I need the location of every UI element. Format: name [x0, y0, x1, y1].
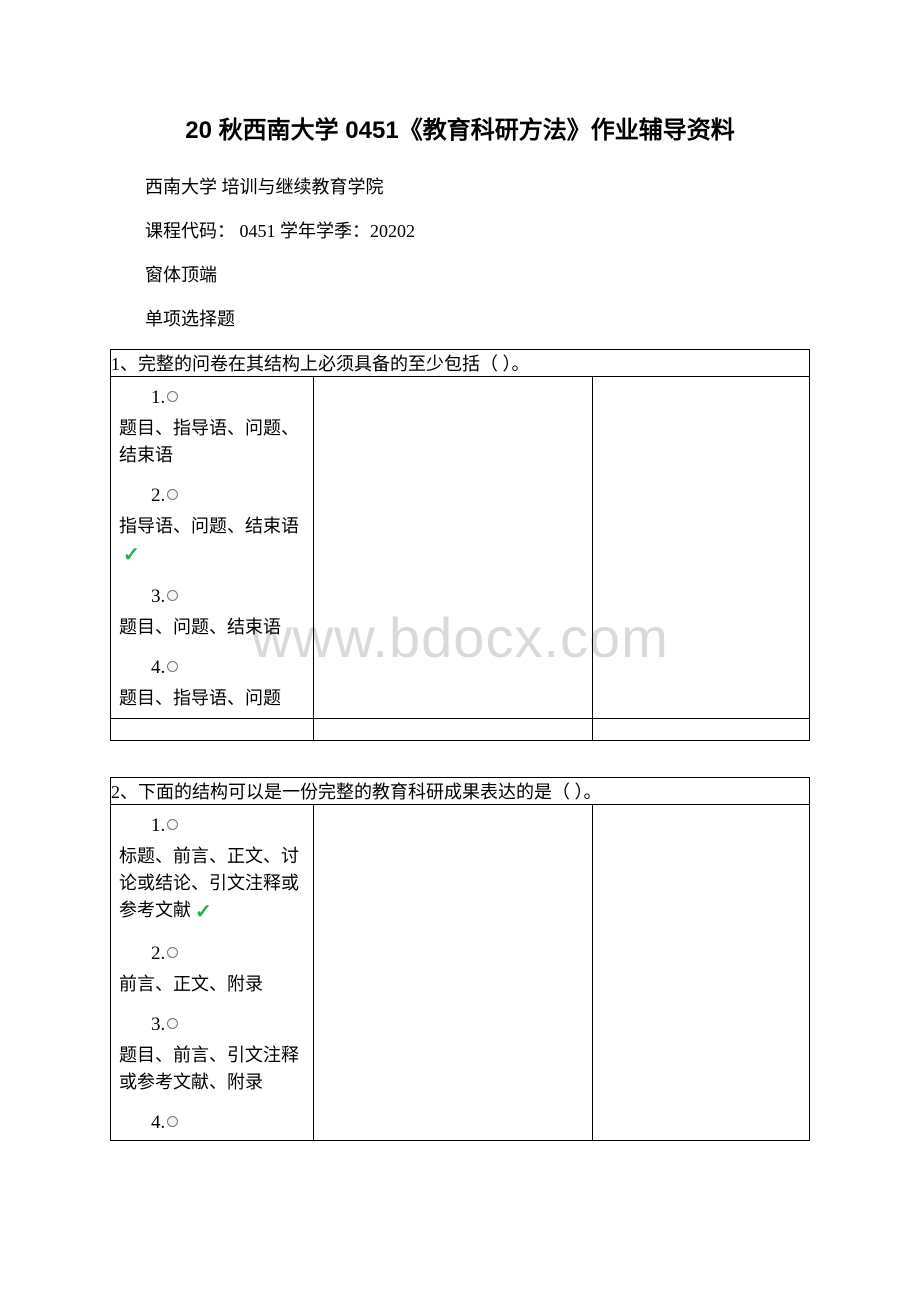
- question-2-table: 2、下面的结构可以是一份完整的教育科研成果表达的是（ ）。 1. 标题、前言、正…: [110, 777, 810, 1141]
- q1-opt2-text: 指导语、问题、结束语✓: [111, 513, 313, 576]
- q2-opt1-text: 标题、前言、正文、讨论或结论、引文注释或参考文献✓: [111, 843, 313, 933]
- q1-header: 1、完整的问卷在其结构上必须具备的至少包括（ ）。: [111, 350, 810, 377]
- page-title: 20 秋西南大学 0451《教育科研方法》作业辅导资料: [110, 110, 810, 145]
- radio-icon[interactable]: [167, 819, 178, 830]
- q1-opt1-text: 题目、指导语、问题、结束语: [111, 415, 313, 475]
- checkmark-icon: ✓: [123, 540, 140, 570]
- school-info: 西南大学 培训与继续教育学院: [110, 173, 810, 199]
- q1-opt4-num: 4.: [111, 647, 313, 685]
- radio-icon[interactable]: [167, 391, 178, 402]
- q1-opt3-num: 3.: [111, 576, 313, 614]
- radio-icon[interactable]: [167, 947, 178, 958]
- radio-icon[interactable]: [167, 590, 178, 601]
- q1-opt4-text: 题目、指导语、问题: [111, 685, 313, 718]
- q2-opt2-text: 前言、正文、附录: [111, 971, 313, 1004]
- radio-icon[interactable]: [167, 1018, 178, 1029]
- question-1-table: 1、完整的问卷在其结构上必须具备的至少包括（ ）。 1. 题目、指导语、问题、结…: [110, 349, 810, 741]
- q2-opt3-text: 题目、前言、引文注释或参考文献、附录: [111, 1042, 313, 1102]
- q1-opt3-text: 题目、问题、结束语: [111, 614, 313, 647]
- radio-icon[interactable]: [167, 489, 178, 500]
- q2-opt4-num: 4.: [111, 1102, 313, 1140]
- q2-opt3-num: 3.: [111, 1004, 313, 1042]
- q2-opt1-num: 1.: [111, 805, 313, 843]
- q1-opt2-num: 2.: [111, 475, 313, 513]
- blank-row: [111, 719, 810, 741]
- radio-icon[interactable]: [167, 661, 178, 672]
- checkmark-icon: ✓: [195, 897, 212, 927]
- section-label: 单项选择题: [110, 305, 810, 331]
- radio-icon[interactable]: [167, 1116, 178, 1127]
- course-info: 课程代码： 0451 学年学季：20202: [110, 217, 810, 243]
- window-top-label: 窗体顶端: [110, 261, 810, 287]
- q2-header: 2、下面的结构可以是一份完整的教育科研成果表达的是（ ）。: [111, 778, 810, 805]
- q2-opt2-num: 2.: [111, 933, 313, 971]
- q1-opt1-num: 1.: [111, 377, 313, 415]
